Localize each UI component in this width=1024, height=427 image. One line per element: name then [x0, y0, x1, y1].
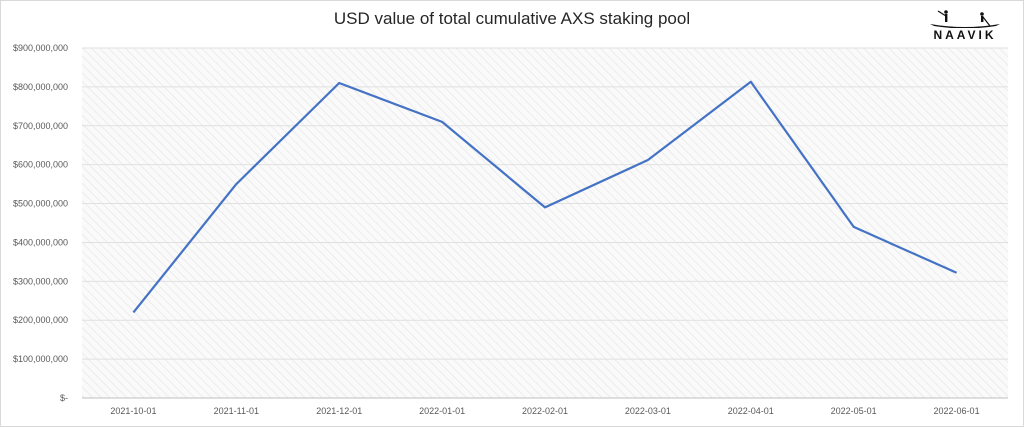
- chart-title: USD value of total cumulative AXS stakin…: [333, 9, 691, 28]
- y-axis-ticks: $- $100,000,000 $200,000,000 $300,000,000 $4…: [13, 43, 68, 403]
- x-tick-label: 2021-11-01: [214, 406, 259, 416]
- y-tick-label: $800,000,000: [13, 82, 68, 92]
- y-tick-label: $500,000,000: [13, 199, 68, 209]
- y-tick-label: $100,000,000: [13, 354, 68, 364]
- plot-area: [82, 48, 1008, 398]
- brand-logo: NAAVIK: [924, 8, 1006, 44]
- x-tick-label: 2021-12-01: [316, 406, 362, 416]
- x-tick-label: 2022-05-01: [831, 406, 877, 416]
- x-tick-label: 2022-06-01: [934, 406, 980, 416]
- x-tick-label: 2022-01-01: [419, 406, 465, 416]
- gridlines: [82, 47, 1008, 399]
- y-tick-label: $900,000,000: [13, 43, 68, 53]
- x-tick-label: 2022-03-01: [625, 406, 671, 416]
- y-tick-label: $200,000,000: [13, 315, 68, 325]
- y-tick-label: $700,000,000: [13, 121, 68, 131]
- x-tick-label: 2022-02-01: [522, 406, 568, 416]
- series-lines: [132, 80, 958, 314]
- brand-name: NAAVIK: [933, 28, 997, 42]
- x-tick-label: 2022-04-01: [728, 406, 774, 416]
- y-tick-label: $600,000,000: [13, 160, 68, 170]
- y-tick-label: $300,000,000: [13, 276, 68, 286]
- y-tick-label: $-: [60, 393, 68, 403]
- x-axis-ticks: 2021-10-01 2021-11-01 2021-12-01 2022-01-01…: [110, 406, 979, 416]
- y-tick-label: $400,000,000: [13, 237, 68, 247]
- boat-logo-icon: [930, 10, 1000, 28]
- x-tick-label: 2021-10-01: [110, 406, 156, 416]
